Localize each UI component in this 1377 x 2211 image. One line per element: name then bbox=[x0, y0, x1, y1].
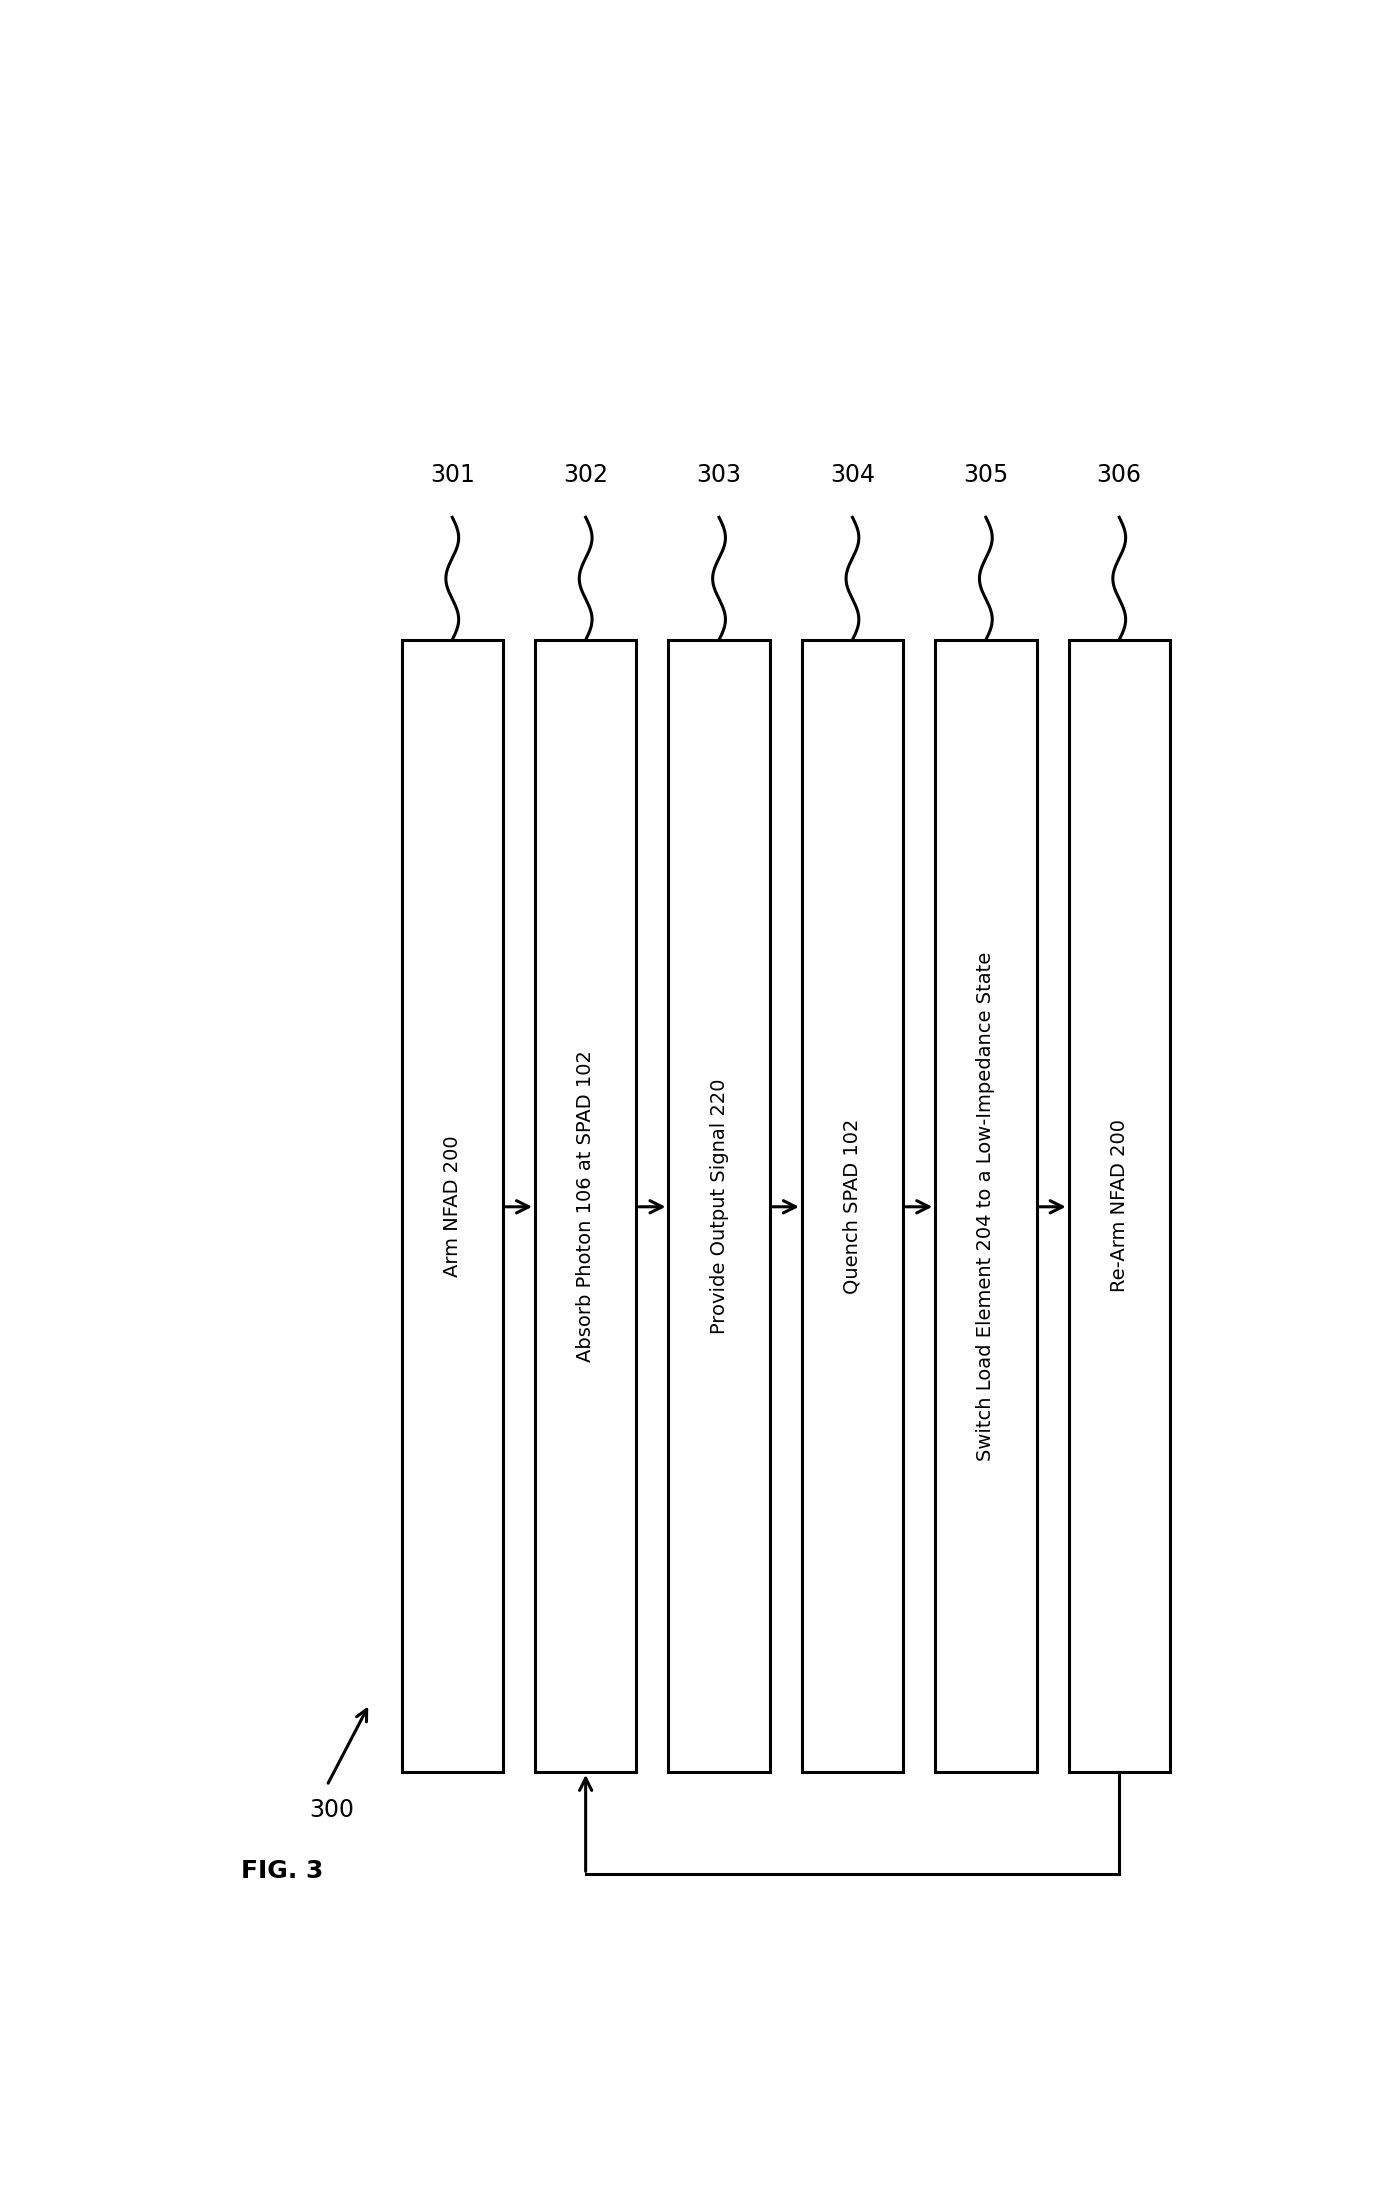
Bar bbox=[402, 639, 503, 1771]
Text: 302: 302 bbox=[563, 462, 609, 486]
Text: 301: 301 bbox=[430, 462, 475, 486]
Text: Switch Load Element 204 to a Low-Impedance State: Switch Load Element 204 to a Low-Impedan… bbox=[976, 951, 996, 1461]
Text: Re-Arm NFAD 200: Re-Arm NFAD 200 bbox=[1110, 1119, 1129, 1293]
Bar bbox=[935, 639, 1037, 1771]
Text: 304: 304 bbox=[830, 462, 874, 486]
Text: Absorb Photon 106 at SPAD 102: Absorb Photon 106 at SPAD 102 bbox=[576, 1050, 595, 1362]
Bar bbox=[801, 639, 903, 1771]
Text: Quench SPAD 102: Quench SPAD 102 bbox=[843, 1119, 862, 1293]
Text: Arm NFAD 200: Arm NFAD 200 bbox=[443, 1134, 461, 1276]
Text: 305: 305 bbox=[964, 462, 1008, 486]
Text: FIG. 3: FIG. 3 bbox=[241, 1859, 324, 1884]
Text: 303: 303 bbox=[697, 462, 742, 486]
Bar bbox=[534, 639, 636, 1771]
Text: 300: 300 bbox=[310, 1798, 355, 1822]
Text: 306: 306 bbox=[1096, 462, 1142, 486]
Text: Provide Output Signal 220: Provide Output Signal 220 bbox=[709, 1079, 728, 1333]
Bar bbox=[668, 639, 770, 1771]
Bar bbox=[1069, 639, 1170, 1771]
